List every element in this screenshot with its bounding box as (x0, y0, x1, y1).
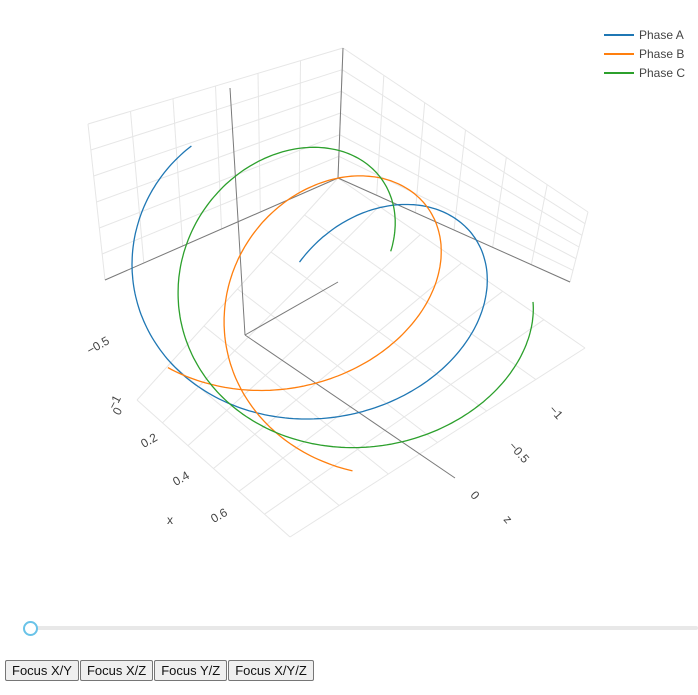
z-tick-label: −1 (546, 403, 566, 423)
grid-line (341, 69, 586, 225)
focus-yz-button[interactable]: Focus Y/Z (154, 660, 228, 681)
grid-line (337, 177, 586, 349)
grid-line (93, 90, 342, 177)
series-line-phase-c[interactable] (177, 146, 534, 449)
z-axis-line (337, 177, 571, 283)
grid-line (492, 157, 507, 248)
focus-xyz-button[interactable]: Focus X/Y/Z (228, 660, 314, 681)
series-layer (131, 145, 534, 472)
grid-line (96, 112, 341, 203)
series-line-phase-a[interactable] (131, 145, 488, 420)
grid-line (341, 90, 583, 236)
y-axis-line (104, 177, 339, 281)
slider-track[interactable] (30, 626, 698, 630)
grid-line (213, 262, 462, 469)
legend-item-phase-c[interactable]: Phase C (604, 66, 685, 80)
grid-line (90, 69, 343, 151)
grid-line (289, 347, 586, 538)
z-axis-label: z (501, 512, 515, 526)
slider-handle[interactable] (23, 621, 38, 636)
tick-labels: 0 0.2 0.4 0.6 x −1 −0.5 −1 −0.5 0 z (84, 333, 566, 527)
grid-line (238, 290, 503, 492)
grid-line (87, 47, 344, 125)
y-tick-label: −1 (105, 393, 124, 412)
grid-line (304, 214, 537, 380)
grid-line (264, 319, 545, 515)
grid-line (342, 47, 589, 213)
vertical-axis-line (229, 87, 246, 336)
x-axis-line (244, 334, 456, 479)
series-line-phase-b[interactable] (167, 175, 442, 472)
z-tick-label: 0 (468, 488, 483, 503)
x-tick-label: 0.2 (138, 430, 160, 451)
grid-line (340, 112, 580, 248)
focus-xy-button[interactable]: Focus X/Y (5, 660, 79, 681)
x-tick-label: 0.4 (170, 468, 192, 489)
focus-button-bar: Focus X/Y Focus X/Z Focus Y/Z Focus X/Y/… (5, 660, 315, 681)
grid-layer (87, 47, 589, 538)
3d-plot[interactable]: 0 0.2 0.4 0.6 x −1 −0.5 −1 −0.5 0 z Phas… (0, 0, 698, 600)
z-tick-label: −0.5 (506, 439, 532, 466)
grid-line (530, 184, 548, 265)
x-tick-label: 0.6 (208, 505, 230, 526)
grid-line (298, 60, 301, 196)
grid-line (270, 251, 487, 412)
legend-label: Phase B (639, 47, 684, 61)
legend[interactable]: Phase A Phase B Phase C (604, 28, 685, 80)
x-axis-line (244, 281, 339, 336)
grid-line (569, 211, 589, 283)
x-axis-label: x (167, 513, 173, 527)
legend-label: Phase C (639, 66, 685, 80)
frame-slider[interactable] (22, 618, 698, 638)
axis-layer (104, 47, 571, 479)
focus-xz-button[interactable]: Focus X/Z (79, 660, 154, 681)
y-tick-label: −0.5 (84, 333, 112, 357)
legend-item-phase-b[interactable]: Phase B (604, 47, 684, 61)
legend-label: Phase A (639, 28, 684, 42)
vertical-axis-line (337, 47, 344, 179)
legend-item-phase-a[interactable]: Phase A (604, 28, 684, 42)
